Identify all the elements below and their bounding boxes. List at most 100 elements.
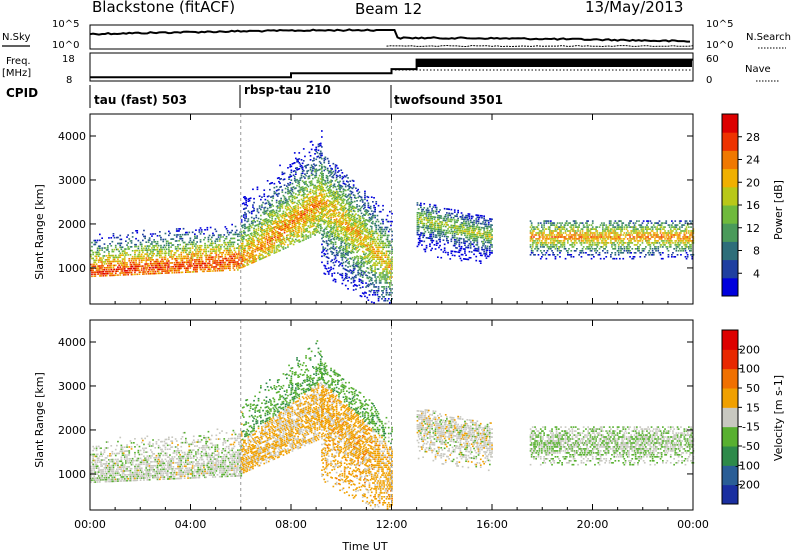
power-cell-2582 <box>309 141 312 143</box>
power-cell-200 <box>112 250 115 253</box>
power-cell-3992 <box>368 228 371 231</box>
power-cell-970 <box>196 264 198 267</box>
power-cell-2123 <box>287 214 289 217</box>
power-cell-1012 <box>199 241 202 243</box>
power-cell-3912 <box>365 244 367 247</box>
power-cell-2858 <box>322 250 324 252</box>
power-cell-3384 <box>342 194 345 196</box>
power-cell-2940 <box>325 242 328 244</box>
power-cell-2587 <box>310 215 313 218</box>
power-cell-239 <box>118 260 120 262</box>
power-cell-4685 <box>439 217 441 219</box>
power-cell-2749 <box>317 169 320 171</box>
power-cell-1481 <box>246 262 249 264</box>
power-cell-2040 <box>281 201 284 203</box>
power-cell-3808 <box>360 263 363 266</box>
power-cell-2453 <box>302 148 305 150</box>
power-cell-3887 <box>364 230 366 232</box>
power-cell-758 <box>174 258 177 260</box>
power-cell-3250 <box>338 251 340 253</box>
power-cell-4242 <box>381 250 383 253</box>
power-cell-3799 <box>359 200 362 202</box>
power-cell-1321 <box>233 269 236 271</box>
power-cell-666 <box>164 266 167 268</box>
power-cell-2460 <box>304 214 306 217</box>
power-cell-3677 <box>355 276 357 279</box>
power-cell-2379 <box>300 236 303 238</box>
power-cell-4048 <box>370 216 373 218</box>
power-cell-4898 <box>463 230 465 232</box>
power-cell-4570 <box>429 223 431 226</box>
power-cell-1149 <box>215 260 218 262</box>
power-cell-936 <box>192 263 195 265</box>
power-cell-1233 <box>224 261 227 264</box>
power-cell-3095 <box>331 197 333 200</box>
power-cell-2252 <box>293 225 296 227</box>
power-cell-628 <box>160 248 162 251</box>
power-cell-2941 <box>325 240 328 242</box>
power-cell-2978 <box>326 211 329 213</box>
power-cell-161 <box>108 251 110 253</box>
power-cell-4690 <box>440 233 443 235</box>
power-cell-1708 <box>262 249 264 251</box>
power-cell-3642 <box>352 215 355 218</box>
power-cell-3052 <box>330 238 332 241</box>
power-cell-4136 <box>375 244 378 247</box>
power-cell-4644 <box>435 228 438 231</box>
power-cell-3074 <box>330 173 332 176</box>
power-cell-511 <box>148 257 151 259</box>
power-cell-3224 <box>337 272 339 274</box>
power-cell-1046 <box>204 244 206 247</box>
power-cell-154 <box>108 266 110 269</box>
power-cell-2779 <box>319 229 322 232</box>
power-cell-2285 <box>295 197 297 199</box>
power-cell-3200 <box>335 249 338 252</box>
power-cell-3688 <box>355 233 357 235</box>
power-cell-4338 <box>386 282 389 284</box>
power-cell-2828 <box>321 146 323 148</box>
power-cell-3419 <box>344 261 347 263</box>
power-cell-4692 <box>440 229 443 231</box>
power-cell-4054 <box>372 270 374 272</box>
power-cell-367 <box>133 259 135 262</box>
power-cell-2838 <box>321 217 323 220</box>
power-cell-2152 <box>288 176 290 178</box>
power-cell-2542 <box>308 216 311 219</box>
power-cell-1602 <box>254 258 256 261</box>
power-cell-4296 <box>384 278 387 280</box>
power-cell-2063 <box>283 237 286 240</box>
power-cell-4096 <box>373 206 375 209</box>
power-cell-1671 <box>260 248 262 250</box>
power-cell-4803 <box>453 231 456 233</box>
power-cell-2665 <box>314 202 316 205</box>
power-cell-115 <box>102 257 105 259</box>
power-cell-4501 <box>421 210 423 213</box>
power-cell-1124 <box>212 234 214 237</box>
power-cell-84 <box>99 253 101 255</box>
power-cell-1531 <box>248 197 251 200</box>
power-cell-4017 <box>369 233 372 235</box>
power-cell-3807 <box>360 265 363 268</box>
power-cell-891 <box>188 263 191 265</box>
power-cell-3628 <box>352 247 355 250</box>
power-cell-13 <box>91 249 93 252</box>
power-cell-4747 <box>447 224 449 226</box>
power-cell-1623 <box>255 216 258 219</box>
power-cell-2181 <box>290 240 293 243</box>
power-cell-2422 <box>301 168 304 170</box>
power-cell-3695 <box>355 213 357 215</box>
power-cell-2895 <box>323 213 326 215</box>
power-cell-359 <box>131 257 134 260</box>
power-cell-2141 <box>288 220 290 222</box>
power-cell-4607 <box>432 239 435 242</box>
power-cell-1278 <box>229 263 231 266</box>
power-cell-4574 <box>429 211 431 214</box>
power-cell-919 <box>190 243 193 245</box>
power-cell-3138 <box>333 254 336 257</box>
power-cell-1504 <box>247 234 250 236</box>
power-cell-2125 <box>287 206 289 209</box>
power-cell-4110 <box>374 262 376 264</box>
power-cell-2820 <box>321 183 323 186</box>
power-cell-4230 <box>381 290 383 292</box>
power-cell-3839 <box>361 244 364 247</box>
